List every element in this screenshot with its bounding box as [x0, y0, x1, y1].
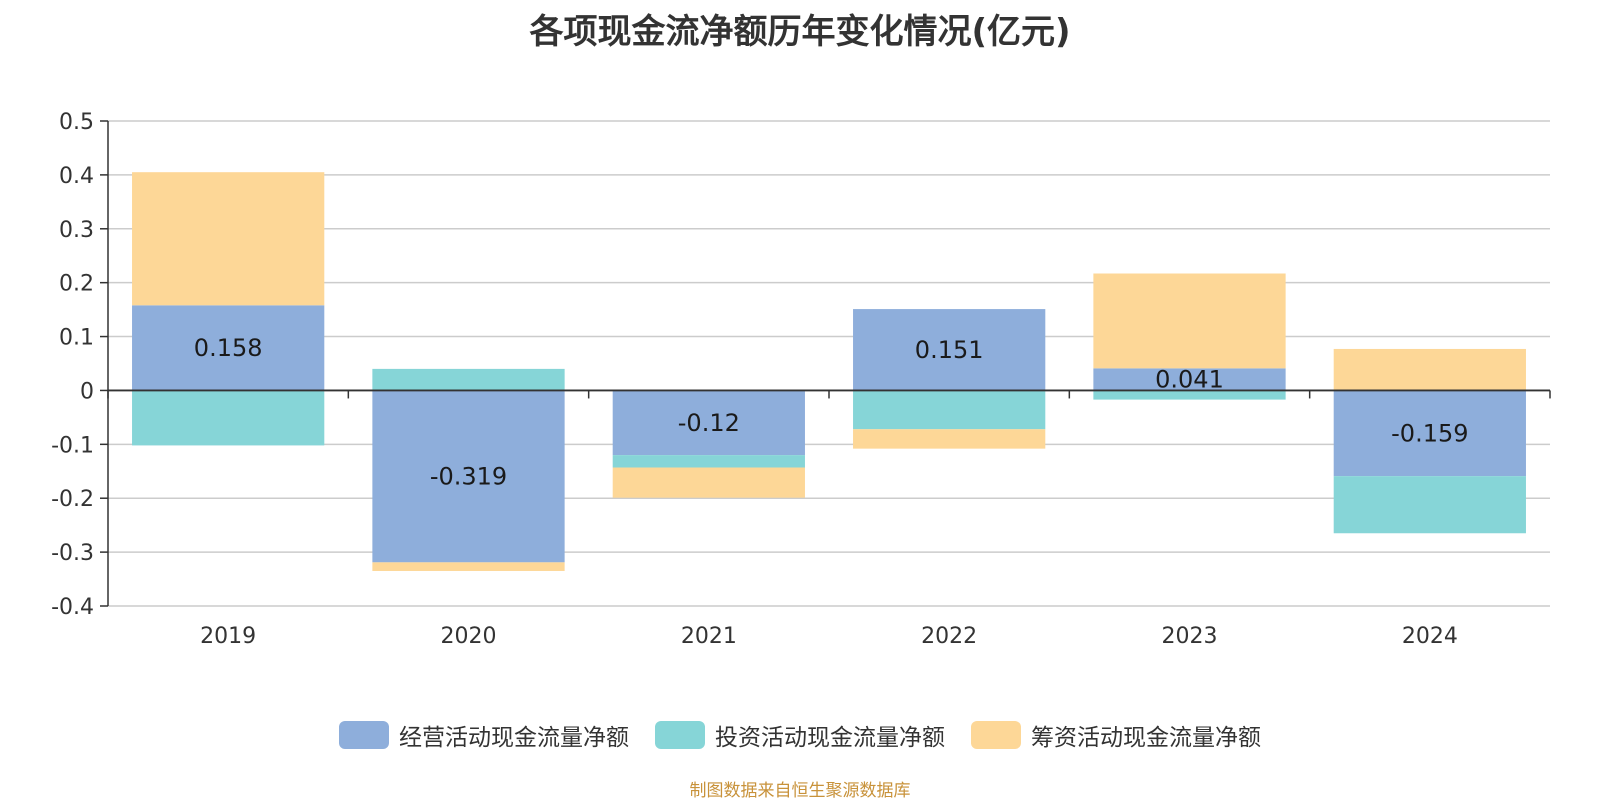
- bar-2022-series-2: [853, 429, 1046, 449]
- x-tick-label: 2021: [681, 624, 737, 649]
- legend-item-0[interactable]: 经营活动现金流量净额: [339, 718, 629, 752]
- legend-item-1[interactable]: 投资活动现金流量净额: [655, 718, 945, 752]
- legend: 经营活动现金流量净额 投资活动现金流量净额 筹资活动现金流量净额: [0, 718, 1600, 752]
- chart-title: 各项现金流净额历年变化情况(亿元): [529, 12, 1071, 52]
- legend-swatch: [971, 721, 1021, 749]
- y-tick-label: 0: [80, 379, 94, 404]
- y-tick-label: -0.4: [51, 595, 94, 620]
- bar-2022-series-1: [853, 390, 1046, 430]
- legend-item-2[interactable]: 筹资活动现金流量净额: [971, 718, 1261, 752]
- legend-swatch: [339, 721, 389, 749]
- x-tick-label: 2024: [1402, 624, 1458, 649]
- bar-2024-series-0: [1333, 390, 1526, 477]
- legend-swatch: [655, 721, 705, 749]
- bar-2023-series-1: [1093, 390, 1286, 400]
- data-label-2019: 0.158: [194, 334, 263, 362]
- bar-2020-series-1: [372, 368, 565, 391]
- bar-2021-series-0: [612, 390, 805, 456]
- bar-2022-series-0: [853, 309, 1046, 391]
- bar-2019-series-2: [132, 172, 325, 306]
- y-tick-label: -0.2: [51, 487, 94, 512]
- x-tick-label: 2023: [1162, 624, 1218, 649]
- legend-label: 投资活动现金流量净额: [715, 725, 945, 751]
- bar-2020-series-0: [372, 390, 565, 563]
- source-note: 制图数据来自恒生聚源数据库: [689, 781, 911, 801]
- bar-2023-series-0: [1093, 368, 1286, 391]
- data-label-2021: -0.12: [678, 409, 740, 437]
- y-tick-label: 0.5: [59, 110, 94, 135]
- bar-2024-series-1: [1333, 476, 1526, 534]
- data-label-2022: 0.151: [915, 336, 984, 364]
- y-tick-label: -0.1: [51, 433, 94, 458]
- y-tick-label: -0.3: [51, 541, 94, 566]
- data-label-2024: -0.159: [1391, 419, 1468, 447]
- y-tick-label: 0.1: [59, 326, 94, 351]
- data-labels: 0.158 -0.319 -0.12 0.151 0.041 -0.159: [194, 334, 1469, 491]
- bar-2019-series-0: [132, 305, 325, 391]
- data-label-2020: -0.319: [430, 462, 507, 490]
- axes: 0.5 0.4 0.3 0.2 0.1 0 -0.1 -0.2 -0.3 -0.4 2019 2020…: [51, 110, 1551, 649]
- bar-series: [132, 172, 1526, 571]
- legend-label: 经营活动现金流量净额: [399, 725, 629, 751]
- y-tick-label: 0.3: [59, 218, 94, 243]
- bar-2021-series-2: [612, 467, 805, 498]
- bar-2021-series-1: [612, 455, 805, 468]
- bar-2019-series-1: [132, 390, 325, 446]
- legend-label: 筹资活动现金流量净额: [1031, 725, 1261, 751]
- y-tick-label: 0.4: [59, 164, 94, 189]
- data-label-2023: 0.041: [1155, 365, 1224, 393]
- bar-2023-series-2: [1093, 273, 1286, 369]
- bar-2024-series-2: [1333, 348, 1526, 391]
- chart-plot: 0.5 0.4 0.3 0.2 0.1 0 -0.1 -0.2 -0.3 -0.4 2019 2020…: [51, 110, 1551, 649]
- x-tick-label: 2019: [200, 624, 256, 649]
- bar-2020-series-2: [372, 562, 565, 571]
- x-tick-label: 2020: [441, 624, 497, 649]
- x-tick-label: 2022: [921, 624, 977, 649]
- y-tick-label: 0.2: [59, 272, 94, 297]
